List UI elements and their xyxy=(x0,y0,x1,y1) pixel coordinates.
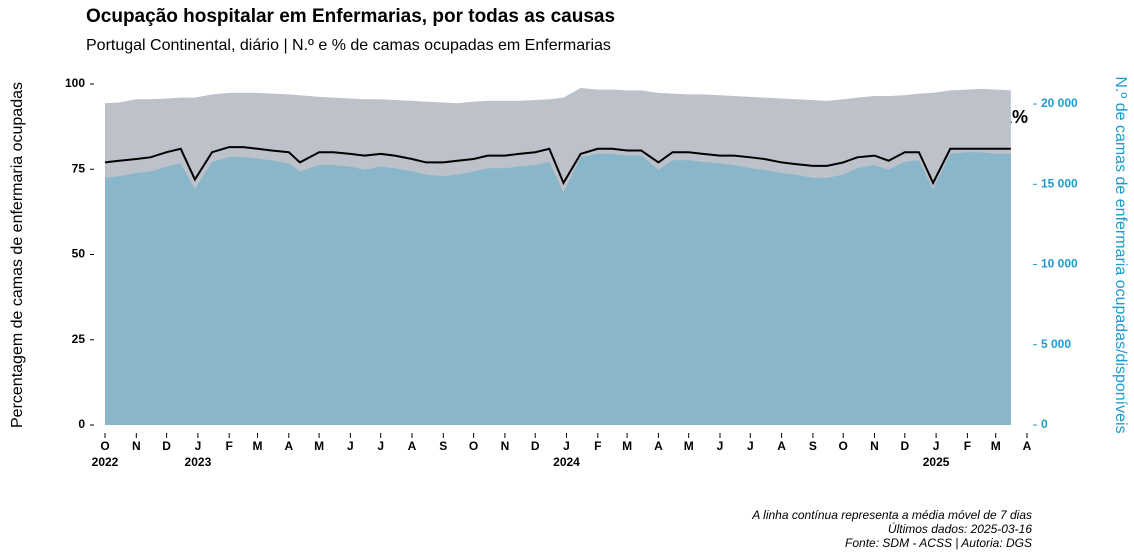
x-tick-label: A xyxy=(408,439,417,453)
chart-title: Ocupação hospitalar em Enfermarias, por … xyxy=(86,6,615,27)
x-tick-label: S xyxy=(809,439,817,453)
x-tick-label: M xyxy=(252,439,262,453)
y-axis-title: Percentagem de camas de enfermaria ocupa… xyxy=(9,82,26,428)
y-tick-label: 75 xyxy=(72,161,86,175)
y-tick-label: 25 xyxy=(72,332,86,346)
x-tick-label: F xyxy=(594,439,601,453)
x-tick-label: A xyxy=(284,439,293,453)
note: Últimos dados: 2025-03-16 xyxy=(888,521,1032,536)
x-tick-label: O xyxy=(100,439,109,453)
x-tick-label: A xyxy=(1023,439,1032,453)
x-tick-label: N xyxy=(132,439,141,453)
x-tick-label: F xyxy=(226,439,233,453)
moving-average-line xyxy=(104,146,1011,186)
x-tick-label: A xyxy=(654,439,663,453)
x-tick-label: M xyxy=(314,439,324,453)
x-tick-label: O xyxy=(469,439,478,453)
chart-subtitle: Portugal Continental, diário | N.º e % d… xyxy=(86,37,611,54)
y-tick-label: 0 xyxy=(78,417,85,431)
x-year-label: 2025 xyxy=(923,455,950,469)
x-tick-label: N xyxy=(870,439,879,453)
y2-tick-label: 5 000 xyxy=(1041,337,1071,351)
y2-tick-label: 10 000 xyxy=(1041,257,1078,271)
x-year-label: 2022 xyxy=(92,455,119,469)
x-tick-label: J xyxy=(195,439,202,453)
x-tick-label: S xyxy=(439,439,447,453)
x-tick-label: O xyxy=(839,439,848,453)
x-tick-label: M xyxy=(991,439,1001,453)
y2-tick-label: 20 000 xyxy=(1041,96,1078,110)
note: Fonte: SDM - ACSS | Autoria: DGS xyxy=(845,536,1032,550)
x-tick-label: J xyxy=(717,439,724,453)
area xyxy=(105,152,1011,425)
x-tick-label: D xyxy=(162,439,171,453)
x-tick-label: J xyxy=(347,439,354,453)
x-tick-label: J xyxy=(377,439,384,453)
x-tick-label: N xyxy=(501,439,510,453)
note: A linha contínua representa a média móve… xyxy=(751,508,1032,522)
y2-tick-label: 0 xyxy=(1041,417,1048,431)
x-tick-label: F xyxy=(964,439,971,453)
x-year-label: 2023 xyxy=(185,455,212,469)
y-tick-label: 50 xyxy=(72,247,86,261)
x-tick-label: D xyxy=(531,439,540,453)
x-tick-label: M xyxy=(622,439,632,453)
x-tick-label: J xyxy=(933,439,940,453)
x-tick-label: J xyxy=(747,439,754,453)
x-tick-label: J xyxy=(563,439,570,453)
x-year-label: 2024 xyxy=(553,455,580,469)
y-tick-label: 100 xyxy=(65,76,85,90)
x-tick-label: A xyxy=(777,439,786,453)
x-tick-label: D xyxy=(900,439,909,453)
y2-axis-title: N.º de camas de enfermaria ocupadas/disp… xyxy=(1112,76,1129,433)
x-tick-label: M xyxy=(684,439,694,453)
y2-tick-label: 15 000 xyxy=(1041,176,1078,190)
